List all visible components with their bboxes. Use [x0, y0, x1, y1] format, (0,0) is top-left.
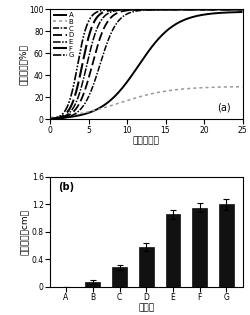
- G: [177, 8, 180, 11]
- C: [82, 103, 86, 107]
- B: [136, 95, 138, 99]
- D: [136, 8, 138, 12]
- G: [241, 8, 244, 11]
- Line: G: G: [50, 9, 242, 119]
- G: [82, 32, 86, 36]
- E: [241, 8, 244, 11]
- Line: A: A: [50, 12, 242, 118]
- C: [162, 8, 165, 11]
- D: [162, 8, 165, 11]
- B: [162, 89, 165, 93]
- Y-axis label: 结皮盖度（%）: 结皮盖度（%）: [19, 44, 28, 85]
- C: [48, 117, 51, 121]
- G: [194, 8, 196, 11]
- A: [98, 106, 101, 110]
- Line: B: B: [50, 87, 242, 117]
- G: [136, 8, 138, 11]
- Bar: [112, 267, 127, 287]
- E: [194, 8, 196, 11]
- Line: F: F: [50, 9, 242, 119]
- C: [177, 8, 180, 11]
- Bar: [166, 215, 180, 287]
- Legend: A, B, C, D, E, F, G: A, B, C, D, E, F, G: [52, 12, 75, 59]
- A: [194, 14, 196, 18]
- B: [48, 116, 51, 119]
- B: [194, 86, 196, 90]
- Line: D: D: [50, 9, 242, 119]
- Bar: [219, 204, 234, 287]
- D: [194, 8, 196, 11]
- A: [48, 117, 51, 120]
- F: [177, 8, 180, 11]
- D: [241, 8, 244, 11]
- E: [48, 117, 51, 121]
- Bar: [86, 282, 100, 287]
- E: [177, 8, 180, 11]
- G: [162, 8, 165, 11]
- F: [98, 13, 101, 16]
- F: [136, 8, 138, 11]
- D: [177, 8, 180, 11]
- A: [162, 32, 165, 36]
- G: [48, 117, 51, 121]
- X-axis label: 时间（天）: 时间（天）: [133, 136, 160, 145]
- A: [177, 21, 180, 25]
- E: [136, 8, 138, 11]
- C: [194, 8, 196, 11]
- C: [241, 8, 244, 11]
- Bar: [192, 208, 207, 287]
- C: [98, 64, 101, 68]
- D: [98, 38, 101, 42]
- E: [98, 21, 101, 25]
- D: [82, 91, 86, 94]
- C: [136, 9, 138, 13]
- G: [98, 9, 101, 13]
- Text: (a): (a): [217, 103, 231, 113]
- F: [194, 8, 196, 11]
- Bar: [139, 247, 154, 287]
- F: [48, 117, 51, 121]
- B: [177, 88, 180, 91]
- D: [48, 117, 51, 121]
- B: [98, 107, 101, 111]
- X-axis label: 样品组: 样品组: [138, 303, 154, 312]
- Line: C: C: [50, 9, 242, 119]
- B: [241, 85, 244, 89]
- E: [82, 75, 86, 78]
- A: [241, 10, 244, 14]
- A: [82, 112, 86, 116]
- B: [82, 111, 86, 115]
- F: [82, 54, 86, 58]
- F: [162, 8, 165, 11]
- Line: E: E: [50, 9, 242, 119]
- E: [162, 8, 165, 11]
- Text: (b): (b): [58, 182, 74, 192]
- Y-axis label: 结皮厚度（cm）: 结皮厚度（cm）: [21, 209, 30, 255]
- A: [136, 66, 138, 70]
- F: [241, 8, 244, 11]
